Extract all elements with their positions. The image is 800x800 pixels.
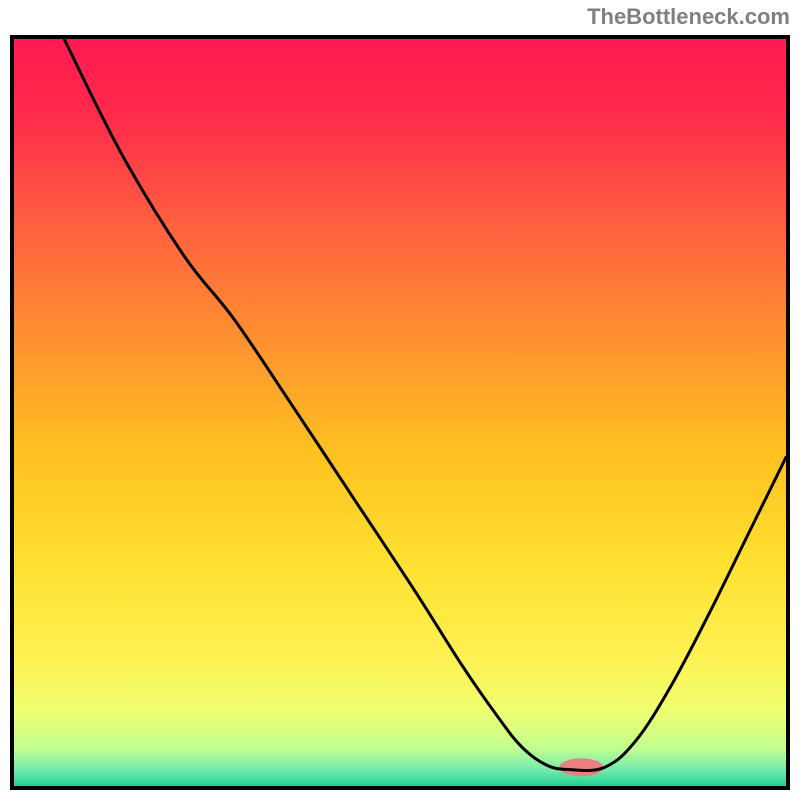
chart-area bbox=[10, 35, 790, 790]
watermark-text: TheBottleneck.com bbox=[587, 4, 790, 30]
optimal-marker bbox=[559, 758, 603, 776]
chart-container: TheBottleneck.com bbox=[0, 0, 800, 800]
bottleneck-curve-chart bbox=[10, 35, 790, 790]
chart-background bbox=[14, 39, 786, 786]
